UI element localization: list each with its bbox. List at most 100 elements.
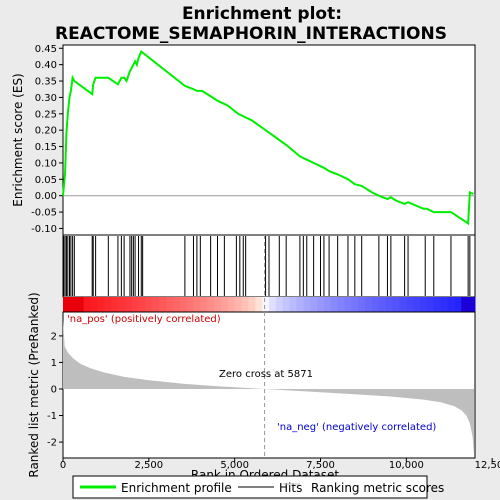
x-tick-label: 10,000 [389, 460, 424, 471]
enrichment-profile-line [62, 50, 474, 226]
colorbar-segment [454, 297, 462, 312]
colorbar-segment [378, 297, 387, 312]
colorbar-segment [63, 297, 71, 312]
colorbar-segment [234, 297, 243, 312]
colorbar-segment [159, 297, 167, 312]
colorbar-segment [296, 297, 304, 312]
x-tick-label: 7,500 [306, 460, 335, 471]
colorbar-segment [433, 297, 442, 312]
zero-cross-label: Zero cross at 5871 [219, 369, 313, 380]
colorbar-segment [406, 297, 414, 312]
colorbar-segment [440, 297, 449, 312]
es-y-tick-label: 0.30 [35, 93, 57, 104]
x-tick-label: 0 [60, 460, 66, 471]
colorbar-segment [317, 297, 325, 312]
colorbar-segment [255, 297, 263, 312]
colorbar-segment [420, 297, 428, 312]
metric-y-tick-label: 2 [51, 331, 57, 342]
pos-correlated-label: 'na_pos' (positively correlated) [67, 314, 221, 325]
colorbar-segment [200, 297, 208, 312]
es-y-tick-label: 0.35 [35, 77, 57, 88]
es-y-tick-label: 0.45 [35, 44, 57, 55]
metric-y-tick-label: -2 [47, 438, 57, 449]
colorbar-segment [330, 297, 339, 312]
colorbar-segment [323, 297, 332, 312]
colorbar-segment [275, 297, 284, 312]
es-y-tick-label: 0.00 [35, 191, 57, 202]
colorbar-segment [186, 297, 194, 312]
colorbar-segment [468, 297, 476, 312]
es-y-tick-label: 0.20 [35, 126, 57, 137]
colorbar-segment [90, 297, 98, 312]
colorbar-segment [193, 297, 201, 312]
colorbar-segment [365, 297, 373, 312]
colorbar-segment [214, 297, 222, 312]
x-tick-label: 2,500 [135, 460, 164, 471]
x-tick-label: 12,500 [475, 460, 500, 471]
colorbar-segment [220, 297, 229, 312]
colorbar-segment [303, 297, 311, 312]
colorbar-segment [97, 297, 105, 312]
neg-correlated-label: 'na_neg' (negatively correlated) [277, 422, 436, 433]
colorbar-segment [83, 297, 91, 312]
colorbar-segment [111, 297, 119, 312]
colorbar-segment [117, 297, 126, 312]
colorbar-segment [282, 297, 291, 312]
es-y-tick-label: 0.15 [35, 142, 57, 153]
legend-es-label: Enrichment profile [121, 481, 232, 495]
metric-y-tick-label: 1 [51, 358, 57, 369]
colorbar-segment [392, 297, 400, 312]
colorbar-segment [399, 297, 407, 312]
metric-y-tick-label: -1 [47, 411, 57, 422]
colorbar-segment [138, 297, 146, 312]
colorbar-segment [358, 297, 366, 312]
colorbar-segment [310, 297, 318, 312]
metric-y-axis: -2 -1 0 1 2 [47, 331, 63, 449]
colorbar-segment [104, 297, 112, 312]
colorbar-segment [248, 297, 256, 312]
colorbar-segment [166, 297, 174, 312]
colorbar-segment [227, 297, 236, 312]
colorbar-segment [447, 297, 455, 312]
es-y-axis: -0.10 -0.05 0.00 0.05 0.10 0.15 0.20 0.25 0.30 0.… [31, 44, 63, 235]
colorbar-segment [76, 297, 85, 312]
chart-title-line2: REACTOME_SEMAPHORIN_INTERACTIONS [55, 24, 447, 44]
colorbar-segment [269, 297, 277, 312]
es-y-tick-label: 0.25 [35, 109, 57, 120]
colorbar-segment [172, 297, 181, 312]
colorbar-segment [344, 297, 352, 312]
colorbar-segment [262, 297, 270, 312]
colorbar-segment [413, 297, 421, 312]
es-panel [62, 44, 476, 236]
ranking-metric-area [63, 320, 474, 456]
colorbar-segment [145, 297, 153, 312]
colorbar-segment [351, 297, 359, 312]
chart-title-line1: Enrichment plot: [182, 4, 342, 24]
colorbar-segment [179, 297, 188, 312]
es-y-tick-label: 0.10 [35, 158, 57, 169]
es-y-axis-label: Enrichment score (ES) [11, 73, 25, 206]
colorbar-segment [124, 297, 133, 312]
colorbar-segment [461, 297, 469, 312]
colorbar-segment [337, 297, 346, 312]
colorbar-segment [241, 297, 249, 312]
colorbar-segment [207, 297, 215, 312]
colorbar-segment [372, 297, 380, 312]
es-y-tick-label: -0.10 [31, 224, 57, 235]
colorbar-segment [131, 297, 140, 312]
colorbar-segment [152, 297, 160, 312]
metric-y-tick-label: 0 [51, 384, 57, 395]
legend-hits-label: Hits [279, 481, 302, 495]
hits-marks [63, 236, 471, 296]
x-axis: 0 2,500 5,000 7,500 10,000 12,500 [60, 458, 500, 471]
rank-colorbar [63, 297, 476, 312]
es-y-tick-label: -0.05 [31, 208, 57, 219]
es-y-tick-label: 0.05 [35, 175, 57, 186]
x-tick-label: 5,000 [220, 460, 249, 471]
metric-y-axis-label: Ranked list metric (PreRanked) [27, 292, 41, 477]
colorbar-segment [69, 297, 78, 312]
colorbar-segment [426, 297, 435, 312]
colorbar-segment [385, 297, 394, 312]
es-y-tick-label: 0.40 [35, 60, 57, 71]
